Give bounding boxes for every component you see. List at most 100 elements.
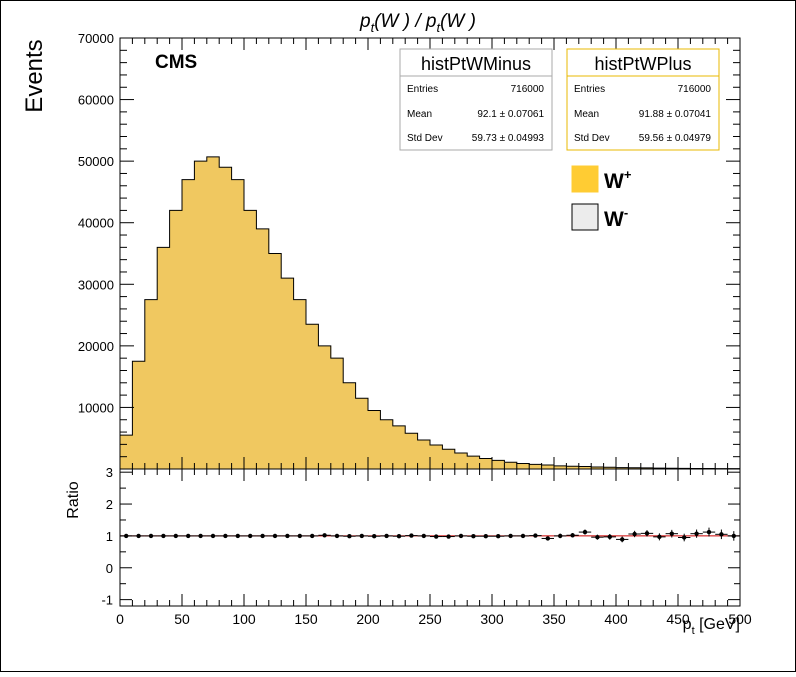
- ratio-point: [422, 534, 426, 538]
- ratio-point: [583, 530, 587, 534]
- ratio-point: [322, 533, 326, 537]
- histogram-bar: [294, 300, 307, 469]
- histogram-bar: [306, 324, 319, 469]
- ratio-point: [273, 534, 277, 538]
- histogram-bar: [356, 398, 369, 469]
- ratio-point: [335, 534, 339, 538]
- ratio-point: [136, 534, 140, 538]
- histogram-bar: [542, 465, 555, 469]
- ratio-point: [459, 534, 463, 538]
- stats-plus-entries-value: 716000: [678, 84, 712, 95]
- ratio-point: [471, 534, 475, 538]
- stats-box-plus-title: histPtWPlus: [594, 54, 691, 74]
- histogram-bar: [318, 346, 331, 469]
- stats-plus-mean-label: Mean: [574, 109, 599, 120]
- ratio-point: [645, 531, 649, 535]
- legend: W+ W-: [572, 166, 632, 231]
- y-tick-label: 30000: [78, 277, 114, 292]
- ratio-point: [260, 534, 264, 538]
- histogram-bar: [281, 278, 294, 469]
- histogram-bar: [393, 426, 406, 469]
- ratio-point: [174, 534, 178, 538]
- ratio-y-tick-label: 0: [106, 561, 113, 576]
- x-tick-label: 50: [174, 611, 190, 627]
- ratio-point: [620, 537, 624, 541]
- ratio-point: [211, 534, 215, 538]
- ratio-y-tick-label: 2: [106, 497, 113, 512]
- x-tick-label: 250: [418, 611, 442, 627]
- histogram-bar: [343, 383, 356, 469]
- stats-minus-stddev-value: 59.73 ± 0.04993: [472, 133, 545, 144]
- x-tick-label: 100: [232, 611, 256, 627]
- ratio-point: [409, 533, 413, 537]
- cms-label: CMS: [155, 52, 197, 73]
- histogram-bar: [219, 167, 232, 469]
- ratio-point: [248, 534, 252, 538]
- ratio-point: [223, 534, 227, 538]
- ratio-point: [670, 531, 674, 535]
- y-axis-title: Events: [21, 39, 48, 112]
- ratio-point: [298, 534, 302, 538]
- stats-box-minus: histPtWMinus Entries 716000 Mean 92.1 ± …: [400, 49, 552, 150]
- histogram-bar: [120, 435, 133, 469]
- ratio-point: [657, 535, 661, 539]
- ratio-point: [570, 533, 574, 537]
- ratio-y-tick-label: 3: [106, 465, 113, 480]
- ratio-point: [521, 534, 525, 538]
- ratio-point: [719, 532, 723, 536]
- stats-plus-stddev-value: 59.56 ± 0.04979: [639, 133, 712, 144]
- legend-label-w-minus: W-: [604, 205, 628, 231]
- y-tick-label: 50000: [78, 154, 114, 169]
- ratio-point: [707, 530, 711, 534]
- histogram-bar: [182, 180, 195, 469]
- legend-swatch-w-plus: [572, 166, 598, 192]
- ratio-point: [446, 534, 450, 538]
- ratio-point: [372, 534, 376, 538]
- ratio-point: [347, 534, 351, 538]
- ratio-point: [694, 531, 698, 535]
- ratio-point: [310, 534, 314, 538]
- ratio-axis-title: Ratio: [65, 481, 82, 518]
- main-histogram: [120, 157, 740, 469]
- histogram-bar: [430, 445, 443, 469]
- histogram-bar: [232, 180, 245, 469]
- stats-minus-entries-label: Entries: [407, 84, 438, 95]
- histogram-bar: [194, 161, 207, 469]
- legend-swatch-w-minus: [572, 204, 598, 230]
- ratio-point: [496, 534, 500, 538]
- y-tick-label: 10000: [78, 400, 114, 415]
- histogram-bar: [480, 459, 493, 469]
- histogram-bar: [504, 462, 517, 469]
- ratio-point: [397, 534, 401, 538]
- ratio-point: [236, 534, 240, 538]
- ratio-point: [558, 534, 562, 538]
- histogram-bar: [256, 229, 269, 469]
- ratio-point: [546, 536, 550, 540]
- histogram-bar: [368, 411, 381, 469]
- x-tick-label: 200: [356, 611, 380, 627]
- ratio-y-tick-label: 1: [106, 529, 113, 544]
- stats-minus-mean-label: Mean: [407, 109, 432, 120]
- histogram-bar: [269, 254, 282, 470]
- ratio-y-tick-label: -1: [101, 593, 113, 608]
- ratio-point: [632, 532, 636, 536]
- ratio-point: [434, 534, 438, 538]
- ratio-points: [120, 528, 740, 543]
- ratio-point: [484, 534, 488, 538]
- stats-plus-entries-label: Entries: [574, 84, 605, 95]
- stats-plus-mean-value: 91.88 ± 0.07041: [639, 109, 712, 120]
- histogram-bar: [331, 358, 344, 469]
- histogram-bar: [455, 453, 468, 469]
- histogram-bar: [170, 210, 183, 469]
- histogram-bar: [529, 464, 542, 469]
- histogram-bar: [517, 463, 530, 469]
- ratio-point: [198, 534, 202, 538]
- histogram-bar: [207, 157, 220, 469]
- ratio-point: [360, 534, 364, 538]
- ratio-point: [149, 534, 153, 538]
- x-axis-title: pt [GeV]: [683, 616, 740, 637]
- ratio-point: [608, 535, 612, 539]
- x-tick-label: 0: [116, 611, 124, 627]
- plot-title: pt(W ) / pt(W ): [359, 11, 476, 35]
